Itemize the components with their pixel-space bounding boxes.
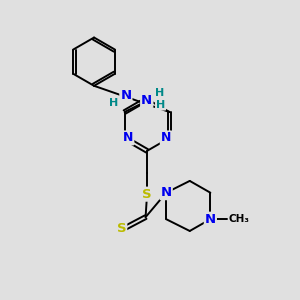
Text: N: N — [141, 94, 152, 107]
Text: N: N — [205, 213, 216, 226]
Text: S: S — [117, 222, 126, 235]
Text: N: N — [161, 131, 171, 144]
Text: CH₃: CH₃ — [228, 214, 249, 224]
Text: N: N — [123, 131, 133, 144]
Text: N: N — [160, 186, 172, 199]
Text: H: H — [109, 98, 118, 108]
Text: N: N — [120, 89, 131, 103]
Text: N: N — [142, 93, 152, 106]
Text: S: S — [142, 188, 152, 201]
Text: H: H — [155, 88, 165, 98]
Text: H: H — [156, 100, 165, 110]
